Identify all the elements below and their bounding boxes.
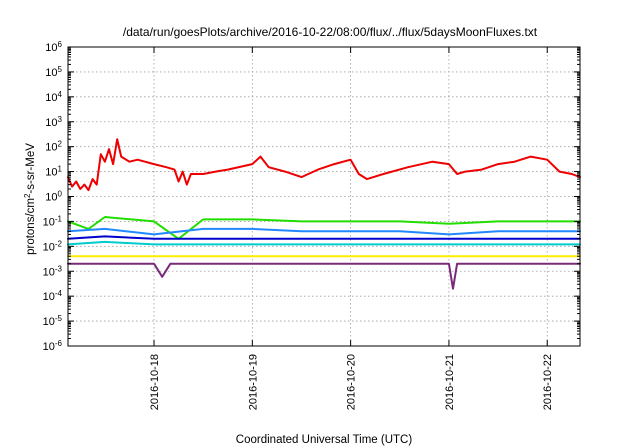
- y-axis-label: protons/cm2-s-sr-MeV: [23, 143, 38, 255]
- y-tick-label: 106: [45, 40, 62, 55]
- y-axis-label-rest: -s-sr-MeV: [25, 143, 37, 194]
- x-tick-label: 2016-10-18: [149, 354, 161, 410]
- y-tick-label: 105: [45, 64, 62, 79]
- x-axis-label: Coordinated Universal Time (UTC): [236, 434, 413, 446]
- y-tick-label: 101: [45, 164, 62, 179]
- y-tick-label: 10-6: [43, 339, 63, 354]
- series-line-4: [67, 235, 581, 240]
- x-tick-label: 2016-10-22: [542, 354, 554, 410]
- series-line-1: [67, 138, 581, 192]
- y-tick-label: 103: [45, 114, 62, 129]
- x-tick-label: 2016-10-20: [346, 354, 358, 410]
- series-layer: [67, 138, 581, 290]
- y-axis-label-sup: 2: [23, 193, 32, 198]
- series-line-3: [67, 227, 581, 236]
- y-tick-label: 104: [45, 89, 62, 104]
- y-tick-label: 10-1: [43, 214, 63, 229]
- y-tick-label: 102: [45, 139, 62, 154]
- chart-title: /data/run/goesPlots/archive/2016-10-22/0…: [123, 25, 538, 39]
- series-line-7: [67, 262, 581, 290]
- y-tick-label: 10-3: [43, 264, 63, 279]
- y-tick-label: 10-2: [43, 239, 63, 254]
- series-line-5: [67, 240, 581, 246]
- x-tick-label: 2016-10-19: [247, 354, 259, 410]
- x-tick-label: 2016-10-21: [444, 354, 456, 410]
- y-axis-label-base: protons/cm: [25, 198, 37, 255]
- y-tick-label: 100: [45, 189, 62, 204]
- grid: [68, 47, 580, 346]
- x-axis: 2016-10-18 2016-10-19 2016-10-20 2016-10-21…: [149, 47, 554, 410]
- y-tick-label: 10-4: [43, 289, 63, 304]
- series-line-2: [67, 216, 581, 240]
- y-tick-label: 10-5: [43, 314, 63, 329]
- y-axis: 10-6 10-5 10-4 10-3 10-2 10-1 100 101 102 103 104 1…: [43, 40, 580, 354]
